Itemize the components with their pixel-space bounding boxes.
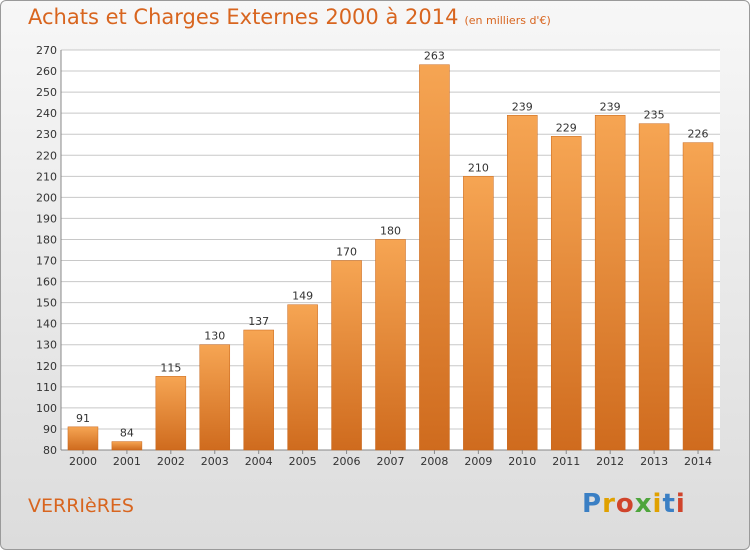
chart-title-text: Achats et Charges Externes 2000 à 2014 <box>28 5 459 29</box>
y-tick-label: 210 <box>36 170 57 183</box>
bar-value-label: 229 <box>556 121 577 134</box>
y-tick-label: 170 <box>36 255 57 268</box>
y-tick-label: 240 <box>36 107 57 120</box>
y-tick-label: 150 <box>36 297 57 310</box>
bar <box>243 329 274 451</box>
y-tick-label: 160 <box>36 276 57 289</box>
bar <box>594 115 626 451</box>
bar <box>638 123 670 451</box>
x-tick-label: 2002 <box>157 455 185 468</box>
bar-value-label: 130 <box>204 330 225 343</box>
bar-value-label: 137 <box>248 315 269 328</box>
y-tick-label: 110 <box>36 381 57 394</box>
bar-value-label: 263 <box>424 50 445 63</box>
bar-value-label: 235 <box>644 109 665 122</box>
bar-value-label: 239 <box>512 100 533 113</box>
y-tick-label: 130 <box>36 339 57 352</box>
y-tick-label: 120 <box>36 360 57 373</box>
x-tick-label: 2006 <box>333 455 361 468</box>
bar-value-label: 210 <box>468 161 489 174</box>
bar <box>155 376 187 451</box>
bar-value-label: 226 <box>688 128 709 141</box>
chart-subtitle: (en milliers d'€) <box>464 14 551 27</box>
y-tick-label: 270 <box>36 44 57 57</box>
bar <box>111 441 143 451</box>
x-tick-label: 2004 <box>245 455 273 468</box>
y-tick-label: 230 <box>36 128 57 141</box>
bar-value-label: 180 <box>380 224 401 237</box>
x-tick-label: 2003 <box>201 455 229 468</box>
y-tick-label: 140 <box>36 318 57 331</box>
bar <box>67 426 99 451</box>
y-tick-label: 180 <box>36 233 57 246</box>
chart-title: Achats et Charges Externes 2000 à 2014 (e… <box>28 5 551 29</box>
bar <box>287 304 318 451</box>
bar-value-label: 239 <box>600 100 621 113</box>
x-tick-label: 2013 <box>640 455 668 468</box>
bar <box>682 142 714 451</box>
bar <box>419 64 450 451</box>
y-tick-label: 100 <box>36 402 57 415</box>
x-tick-label: 2009 <box>464 455 492 468</box>
bar-value-label: 115 <box>160 361 181 374</box>
y-tick-label: 90 <box>43 423 57 436</box>
y-tick-label: 80 <box>43 444 57 457</box>
bar-value-label: 84 <box>120 427 134 440</box>
proxiti-logo: Proxiti <box>582 489 686 519</box>
y-tick-label: 200 <box>36 191 57 204</box>
x-tick-label: 2014 <box>684 455 712 468</box>
y-tick-label: 260 <box>36 65 57 78</box>
y-tick-label: 220 <box>36 149 57 162</box>
bar <box>550 136 582 451</box>
bar-value-label: 91 <box>76 412 90 425</box>
y-tick-label: 250 <box>36 86 57 99</box>
x-tick-label: 2007 <box>377 455 405 468</box>
x-tick-label: 2012 <box>596 455 624 468</box>
x-tick-label: 2000 <box>69 455 97 468</box>
place-name: VERRIèRES <box>28 495 134 517</box>
bar <box>375 239 406 451</box>
y-tick-label: 190 <box>36 212 57 225</box>
x-tick-label: 2008 <box>420 455 448 468</box>
x-tick-label: 2005 <box>289 455 317 468</box>
x-tick-label: 2010 <box>508 455 536 468</box>
bar-value-label: 149 <box>292 290 313 303</box>
bar <box>199 344 231 451</box>
bar-value-label: 170 <box>336 246 357 259</box>
x-tick-label: 2001 <box>113 455 141 468</box>
x-tick-label: 2011 <box>552 455 580 468</box>
bar <box>507 115 538 451</box>
bar <box>463 176 494 451</box>
bar <box>331 260 362 451</box>
